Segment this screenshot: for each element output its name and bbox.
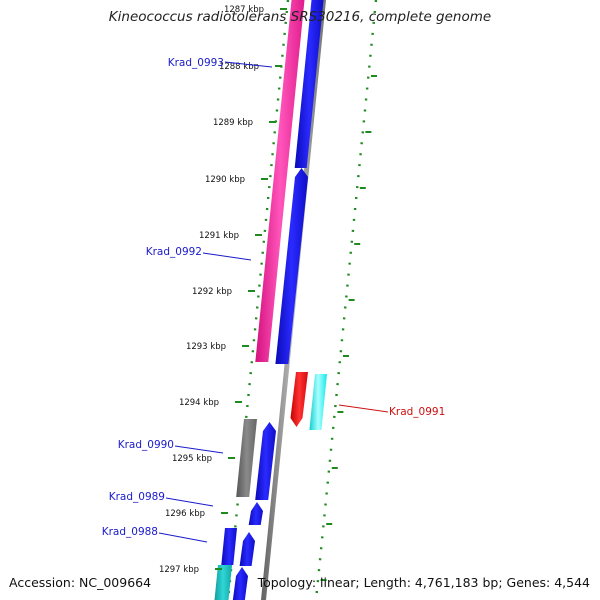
- tick-label: 1296 kbp: [165, 509, 205, 519]
- dotted-guide-tracks: [226, 0, 378, 600]
- accession-text: Accession: NC_009664: [9, 575, 152, 590]
- page-title: Kineococcus radiotolerans SRS30216, comp…: [108, 9, 492, 25]
- tick-label: 1294 kbp: [179, 398, 219, 408]
- gene-label[interactable]: Krad_0990: [118, 439, 174, 451]
- gene-block-blue: [294, 0, 324, 168]
- gene-block-cyan: [309, 374, 327, 430]
- gene-label-leader: [174, 445, 224, 454]
- tick-label: 1288 kbp: [219, 62, 259, 72]
- gene-label-leader: [338, 404, 389, 413]
- gene-block-red: [290, 372, 308, 427]
- gene-label[interactable]: Krad_0992: [146, 246, 202, 258]
- gene-block-blue: [275, 168, 308, 364]
- gene-block-magenta: [255, 0, 305, 362]
- gene-block-blue: [232, 567, 248, 600]
- gene-label[interactable]: Krad_0989: [109, 491, 165, 503]
- gene-label-leader: [224, 61, 273, 68]
- coordinate-ticks: 1287 kbp 1288 kbp 1289 kbp 1290 kbp 1291 kbp…: [159, 5, 287, 575]
- gene-label[interactable]: Krad_0991: [389, 406, 445, 418]
- tick-label: 1287 kbp: [224, 5, 264, 15]
- gene-block-blue: [255, 422, 276, 500]
- gene-label-leader: [165, 497, 214, 507]
- gene-features: [214, 0, 327, 600]
- tick-label: 1297 kbp: [159, 565, 199, 575]
- gene-block-blue: [239, 532, 255, 566]
- gene-block-blue: [221, 528, 237, 565]
- tick-label: 1295 kbp: [172, 454, 212, 464]
- tick-label: 1289 kbp: [213, 118, 253, 128]
- gene-labels: Krad_0993 Krad_0992 Krad_0991 Krad_0990 Krad…: [102, 57, 445, 543]
- gene-label[interactable]: Krad_0988: [102, 526, 158, 538]
- gene-label-leader: [202, 252, 252, 261]
- gene-block-gray: [236, 419, 257, 497]
- genome-summary-text: Topology: linear; Length: 4,761,183 bp; …: [257, 575, 590, 590]
- gene-block-blue: [248, 502, 263, 525]
- gene-block-teal: [214, 565, 232, 600]
- gene-label-leader: [158, 532, 208, 543]
- gene-label[interactable]: Krad_0993: [168, 57, 224, 69]
- tick-label: 1290 kbp: [205, 175, 245, 185]
- tick-label: 1292 kbp: [192, 287, 232, 297]
- tick-label: 1293 kbp: [186, 342, 226, 352]
- tick-label: 1291 kbp: [199, 231, 239, 241]
